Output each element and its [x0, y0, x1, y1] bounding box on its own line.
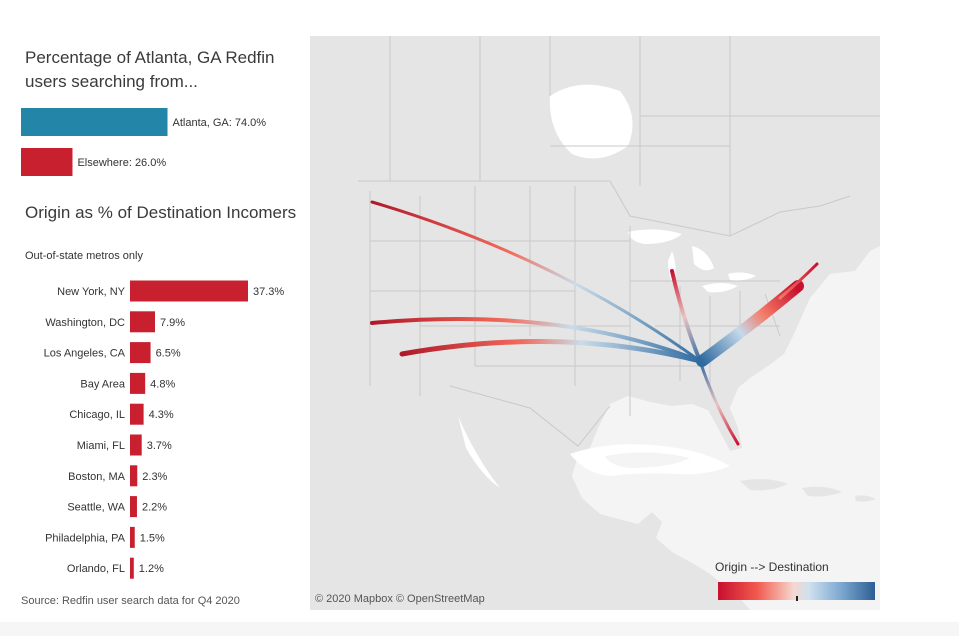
- flow-seattle: [370, 200, 702, 363]
- share-chart-title: Percentage of Atlanta, GA Redfin users s…: [25, 48, 275, 91]
- metro-name-bay-area: Bay Area: [80, 378, 126, 390]
- share-bar-chart: Atlanta, GA: 74.0% Elsewhere: 26.0%: [21, 108, 267, 176]
- metro-name-seattle-wa: Seattle, WA: [67, 502, 125, 514]
- legend-title: Origin --> Destination: [715, 560, 829, 574]
- metro-value-los-angeles-ca: 6.5%: [156, 348, 181, 360]
- flow-miami: [698, 359, 740, 446]
- metro-value-miami-fl: 3.7%: [147, 440, 172, 452]
- metro-bar-chicago-il[interactable]: [130, 403, 144, 425]
- flow-boston: [778, 262, 819, 300]
- metro-value-bay-area: 4.8%: [150, 378, 175, 390]
- metro-bar-new-york-ny[interactable]: [130, 280, 248, 302]
- legend-tick: [796, 596, 798, 601]
- metro-name-washington-dc: Washington, DC: [45, 317, 125, 329]
- map-attribution[interactable]: © 2020 Mapbox © OpenStreetMap: [315, 593, 485, 605]
- metro-name-boston-ma: Boston, MA: [68, 471, 126, 483]
- flow-los-angeles: [399, 339, 703, 364]
- flow-new-york: [696, 280, 804, 367]
- flow-chicago: [670, 269, 702, 363]
- legend-color-ramp: [718, 582, 875, 600]
- metro-value-orlando-fl: 1.2%: [139, 563, 164, 575]
- metro-name-philadelphia-pa: Philadelphia, PA: [45, 532, 126, 544]
- origin-chart-title: Origin as % of Destination Incomers: [25, 203, 297, 222]
- left-panel: Percentage of Atlanta, GA Redfin users s…: [0, 0, 305, 636]
- metro-bar-philadelphia-pa[interactable]: [130, 526, 135, 548]
- share-label-atlanta-ga: Atlanta, GA: 74.0%: [173, 117, 267, 129]
- origin-chart-subtitle: Out-of-state metros only: [25, 250, 143, 262]
- metro-name-miami-fl: Miami, FL: [77, 440, 125, 452]
- metro-value-seattle-wa: 2.2%: [142, 502, 167, 514]
- flow-lines: [370, 200, 819, 446]
- share-label-elsewhere: Elsewhere: 26.0%: [77, 157, 166, 169]
- metro-bar-bay-area[interactable]: [130, 372, 146, 394]
- map-canvas[interactable]: [310, 36, 880, 610]
- metro-bar-chart: New York, NY 37.3% Washington, DC 7.9% Los A…: [44, 280, 284, 579]
- metro-bar-seattle-wa[interactable]: [130, 496, 137, 518]
- landmass: [310, 36, 880, 610]
- metro-value-chicago-il: 4.3%: [149, 409, 174, 421]
- metro-bar-miami-fl[interactable]: [130, 434, 142, 456]
- metro-value-boston-ma: 2.3%: [142, 471, 167, 483]
- metro-name-orlando-fl: Orlando, FL: [67, 563, 125, 575]
- metro-name-los-angeles-ca: Los Angeles, CA: [44, 348, 126, 360]
- metro-value-philadelphia-pa: 1.5%: [140, 532, 165, 544]
- bottom-strip: [0, 622, 959, 636]
- metro-value-new-york-ny: 37.3%: [253, 286, 284, 298]
- metro-name-new-york-ny: New York, NY: [57, 286, 126, 298]
- migration-map[interactable]: [310, 36, 880, 610]
- source-note: Source: Redfin user search data for Q4 2…: [21, 595, 240, 607]
- metro-bar-orlando-fl[interactable]: [130, 557, 134, 579]
- share-bar-elsewhere[interactable]: [21, 148, 73, 176]
- metro-bar-washington-dc[interactable]: [130, 311, 155, 333]
- metro-bar-boston-ma[interactable]: [130, 465, 138, 487]
- share-bar-atlanta-ga[interactable]: [21, 108, 168, 136]
- metro-name-chicago-il: Chicago, IL: [69, 409, 125, 421]
- metro-bar-los-angeles-ca[interactable]: [130, 342, 151, 364]
- flow-bay-area: [370, 317, 702, 363]
- metro-value-washington-dc: 7.9%: [160, 317, 185, 329]
